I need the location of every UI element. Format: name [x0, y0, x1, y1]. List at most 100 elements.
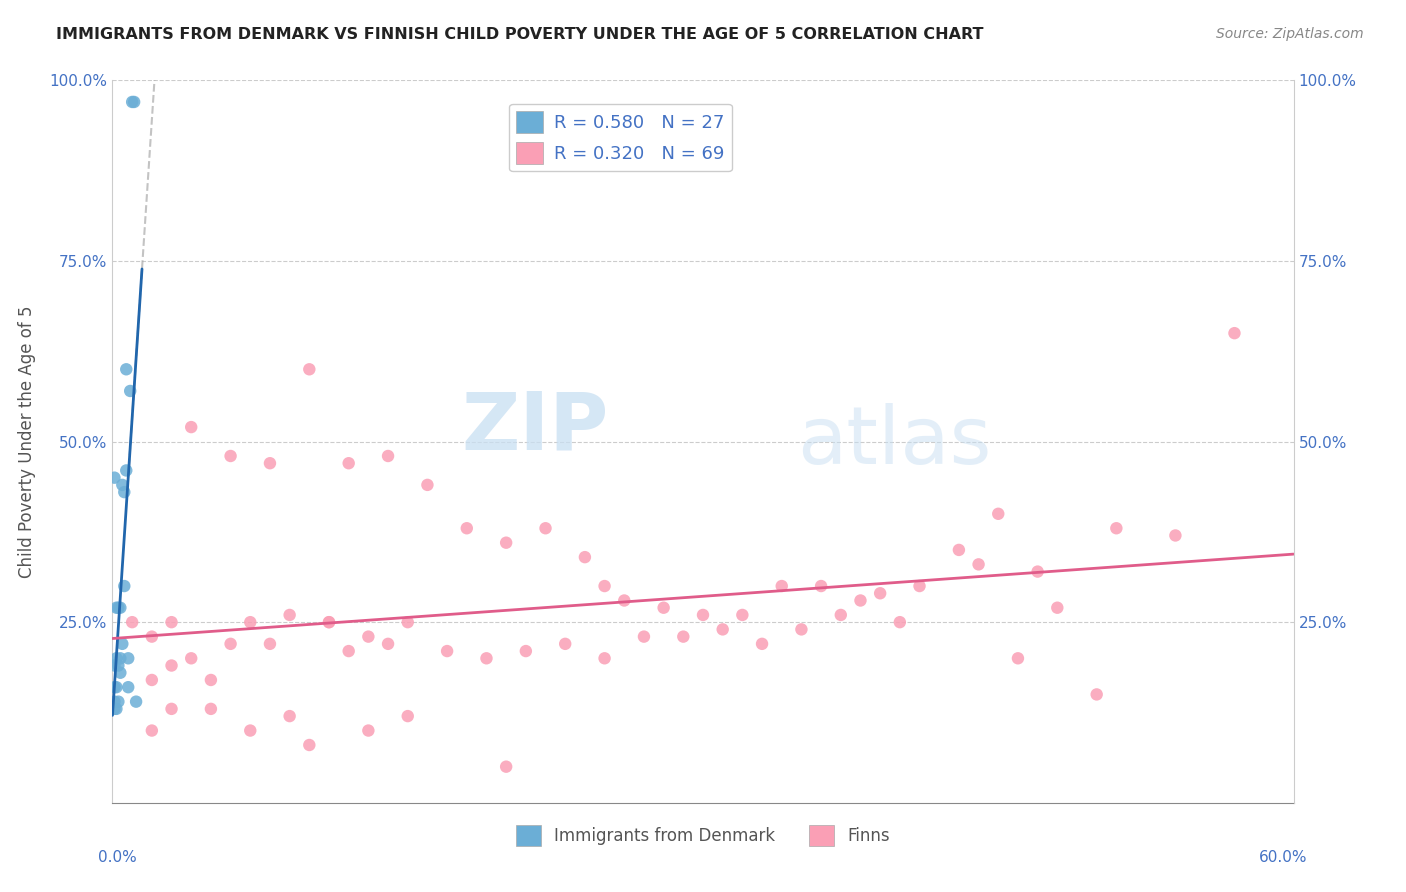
- Point: [121, 615, 143, 630]
- Point: [141, 723, 163, 738]
- Point: [810, 579, 832, 593]
- Point: [200, 702, 222, 716]
- Point: [770, 579, 793, 593]
- Point: [298, 362, 321, 376]
- Point: [141, 630, 163, 644]
- Point: [110, 600, 132, 615]
- Text: 0.0%: 0.0%: [98, 850, 138, 865]
- Point: [219, 637, 242, 651]
- Point: [107, 695, 129, 709]
- Point: [1085, 687, 1108, 701]
- Point: [105, 600, 128, 615]
- Point: [110, 665, 132, 680]
- Point: [125, 695, 148, 709]
- Point: [115, 362, 138, 376]
- Point: [318, 615, 340, 630]
- Point: [141, 673, 163, 687]
- Point: [377, 449, 399, 463]
- Point: [889, 615, 911, 630]
- Point: [111, 637, 134, 651]
- Point: [534, 521, 557, 535]
- Point: [1223, 326, 1246, 340]
- Point: [318, 615, 340, 630]
- Point: [112, 579, 135, 593]
- Point: [1105, 521, 1128, 535]
- Point: [121, 95, 143, 109]
- Point: [122, 95, 145, 109]
- Point: [475, 651, 498, 665]
- Point: [180, 420, 202, 434]
- Point: [633, 630, 655, 644]
- Point: [259, 456, 281, 470]
- Point: [105, 702, 128, 716]
- Point: [456, 521, 478, 535]
- Text: IMMIGRANTS FROM DENMARK VS FINNISH CHILD POVERTY UNDER THE AGE OF 5 CORRELATION : IMMIGRANTS FROM DENMARK VS FINNISH CHILD…: [56, 27, 984, 42]
- Point: [115, 463, 138, 477]
- Point: [239, 723, 262, 738]
- Y-axis label: Child Poverty Under the Age of 5: Child Poverty Under the Age of 5: [18, 305, 35, 578]
- Point: [849, 593, 872, 607]
- Point: [357, 723, 380, 738]
- Point: [948, 542, 970, 557]
- Text: atlas: atlas: [797, 402, 991, 481]
- Point: [105, 651, 128, 665]
- Text: 60.0%: 60.0%: [1260, 850, 1308, 865]
- Point: [107, 658, 129, 673]
- Point: [830, 607, 852, 622]
- Point: [692, 607, 714, 622]
- Point: [396, 709, 419, 723]
- Point: [711, 623, 734, 637]
- Point: [574, 550, 596, 565]
- Point: [105, 680, 128, 694]
- Point: [495, 535, 517, 549]
- Point: [672, 630, 695, 644]
- Point: [751, 637, 773, 651]
- Point: [869, 586, 891, 600]
- Point: [593, 579, 616, 593]
- Point: [120, 384, 142, 398]
- Point: [436, 644, 458, 658]
- Point: [652, 600, 675, 615]
- Point: [337, 644, 360, 658]
- Point: [219, 449, 242, 463]
- Point: [112, 485, 135, 500]
- Point: [337, 456, 360, 470]
- Point: [298, 738, 321, 752]
- Point: [790, 623, 813, 637]
- Legend: Immigrants from Denmark, Finns: Immigrants from Denmark, Finns: [509, 819, 897, 852]
- Point: [111, 478, 134, 492]
- Point: [103, 695, 125, 709]
- Point: [416, 478, 439, 492]
- Point: [1164, 528, 1187, 542]
- Point: [554, 637, 576, 651]
- Point: [908, 579, 931, 593]
- Point: [278, 709, 301, 723]
- Text: ZIP: ZIP: [461, 388, 609, 467]
- Point: [117, 680, 139, 694]
- Point: [377, 637, 399, 651]
- Point: [278, 607, 301, 622]
- Point: [103, 658, 125, 673]
- Point: [593, 651, 616, 665]
- Point: [731, 607, 754, 622]
- Point: [396, 615, 419, 630]
- Point: [110, 651, 132, 665]
- Point: [103, 470, 125, 484]
- Point: [239, 615, 262, 630]
- Point: [107, 600, 129, 615]
- Point: [495, 760, 517, 774]
- Point: [357, 630, 380, 644]
- Point: [259, 637, 281, 651]
- Point: [1007, 651, 1029, 665]
- Point: [967, 558, 990, 572]
- Point: [117, 651, 139, 665]
- Point: [160, 615, 183, 630]
- Point: [180, 651, 202, 665]
- Point: [160, 702, 183, 716]
- Point: [103, 680, 125, 694]
- Point: [103, 702, 125, 716]
- Point: [1046, 600, 1069, 615]
- Point: [613, 593, 636, 607]
- Point: [987, 507, 1010, 521]
- Text: Source: ZipAtlas.com: Source: ZipAtlas.com: [1216, 27, 1364, 41]
